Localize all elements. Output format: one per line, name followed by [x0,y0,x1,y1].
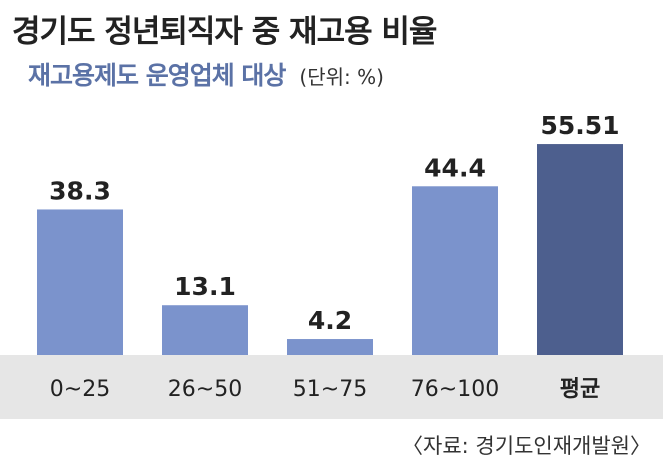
unit-label: (단위: %) [299,65,384,89]
value-label-3: 4.2 [308,306,352,335]
value-label-2: 13.1 [174,272,236,301]
value-label-4: 44.4 [424,153,486,182]
value-label-5: 55.51 [540,111,619,140]
bar-2 [162,305,248,355]
category-label-3: 51~75 [293,377,367,402]
chart-title: 경기도 정년퇴직자 중 재고용 비율 [12,14,437,50]
source-note: 〈자료: 경기도인재개발원〉 [402,434,651,458]
bar-5 [537,144,623,355]
category-band [0,355,663,419]
bar-1 [37,209,123,355]
bar-3 [287,339,373,355]
category-label-5: 평균 [560,377,600,402]
bar-4 [412,186,498,355]
category-label-2: 26~50 [168,377,242,402]
value-label-1: 38.3 [49,176,111,205]
category-label-1: 0~25 [50,377,110,402]
category-label-4: 76~100 [411,377,499,402]
subtitle-row: 재고용제도 운영업체 대상 (단위: %) [28,56,384,92]
chart-subtitle: 재고용제도 운영업체 대상 [28,61,286,90]
